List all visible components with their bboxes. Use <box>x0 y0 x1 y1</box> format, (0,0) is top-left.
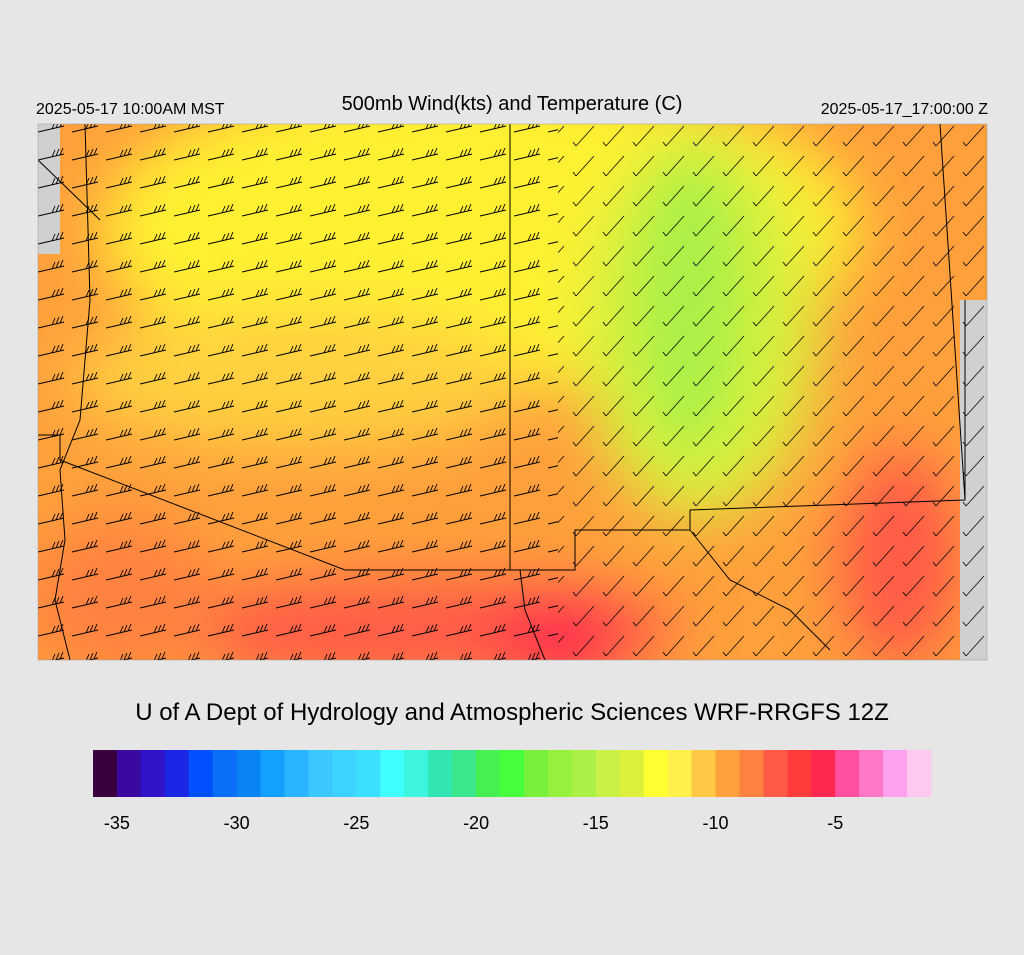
color-swatch <box>739 750 764 797</box>
color-swatch <box>380 750 405 797</box>
color-swatch <box>811 750 836 797</box>
color-swatch <box>715 750 740 797</box>
color-swatch <box>308 750 333 797</box>
color-swatch <box>883 750 908 797</box>
color-swatch <box>835 750 860 797</box>
color-swatch <box>260 750 286 797</box>
tick-label: -35 <box>104 813 130 833</box>
tick-label: -20 <box>463 813 489 833</box>
color-swatch <box>356 750 381 797</box>
color-swatch <box>236 750 262 797</box>
color-swatch <box>643 750 669 797</box>
color-swatch <box>619 750 645 797</box>
color-swatch <box>787 750 812 797</box>
color-swatch <box>164 750 190 797</box>
color-swatch <box>523 750 549 797</box>
color-swatch <box>500 750 525 797</box>
color-swatch <box>428 750 453 797</box>
color-swatch <box>140 750 166 797</box>
color-swatch <box>212 750 238 797</box>
color-swatch <box>691 750 717 797</box>
color-swatch <box>93 750 118 797</box>
color-swatch <box>476 750 501 797</box>
color-swatch <box>404 750 429 797</box>
map-frame <box>37 123 988 661</box>
tick-label: -30 <box>224 813 250 833</box>
map-title: 500mb Wind(kts) and Temperature (C) <box>342 93 683 115</box>
tick-label: -25 <box>343 813 369 833</box>
utc-time: 2025-05-17_17:00:00 Z <box>821 101 988 118</box>
color-swatch <box>188 750 214 797</box>
tick-label: -10 <box>703 813 729 833</box>
color-swatch <box>571 750 597 797</box>
colorbar: -35 -30 -25 -20 -15 -10 -5 <box>93 750 932 833</box>
color-swatch <box>859 750 884 797</box>
map <box>38 124 987 660</box>
color-swatch <box>667 750 693 797</box>
local-time: 2025-05-17 10:00AM MST <box>36 101 225 118</box>
credit: U of A Dept of Hydrology and Atmospheric… <box>135 699 889 726</box>
color-swatch <box>332 750 357 797</box>
color-swatch <box>547 750 573 797</box>
color-swatch <box>452 750 477 797</box>
color-swatch <box>284 750 309 797</box>
tick-label: -15 <box>583 813 609 833</box>
tick-label: -5 <box>827 813 843 833</box>
color-swatch <box>763 750 788 797</box>
color-swatch <box>907 750 932 797</box>
color-swatch <box>595 750 621 797</box>
color-swatch <box>116 750 142 797</box>
